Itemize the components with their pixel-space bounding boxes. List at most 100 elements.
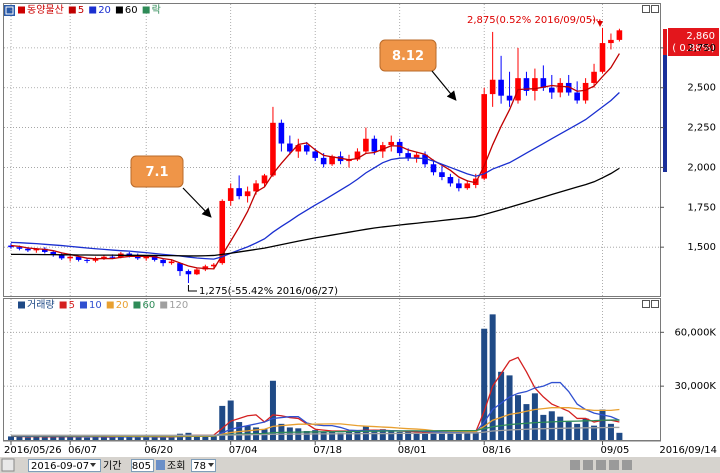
legend-swatch [106,301,114,309]
legend-label: 5 [78,5,84,16]
low-annotation-line [187,285,197,292]
candle-body [608,39,614,44]
callout-label: 8.12 [392,49,424,64]
volume-bar [41,437,48,440]
candle-body [413,154,420,158]
volume-bar [75,437,82,440]
candle-body [582,82,589,101]
candle-body [168,261,175,264]
candle-body [540,78,547,88]
volume-bar [151,437,158,440]
legend-label: 10 [89,300,102,311]
range-bar-up [663,29,667,55]
legend-label: 20 [98,5,111,16]
window-button[interactable] [651,5,659,13]
volume-bar [100,436,107,440]
candle-body [532,78,538,91]
candle-body [422,154,428,165]
candle-body [75,256,82,260]
volume-bar [498,371,505,440]
candle-body [371,138,378,152]
volume-bar [312,430,319,440]
volume-bar [582,418,589,440]
candle-body [194,269,200,275]
volume-bar [379,429,386,440]
x-tick-label: 08/01 [398,445,427,456]
volume-bar [371,430,378,440]
volume-bar [193,435,200,440]
x-tick-label: 06/07 [68,445,97,456]
chart-icon[interactable] [4,5,15,16]
candle-body [101,256,107,259]
volume-bar [117,435,124,440]
candle-body [498,79,504,96]
candle-body [616,30,623,40]
volume-bar [210,436,217,440]
candle-body [25,248,31,251]
window-button[interactable] [642,5,650,13]
window-button[interactable] [651,300,659,308]
candle-body [58,255,65,259]
window-button[interactable] [642,300,650,308]
candle-body [557,82,564,93]
legend-label: 20 [116,300,129,311]
volume-bar [109,437,116,440]
toolbar-button[interactable] [609,460,619,470]
ma-line [10,92,620,260]
volume-bar [160,436,167,440]
query-icon[interactable] [156,460,165,470]
volume-bar [616,432,623,440]
volume-bar [574,423,581,440]
period-input[interactable] [131,459,154,472]
legend-swatch [18,301,25,309]
volume-bar [455,433,462,440]
end-date-label: 2016/09/14 [659,445,717,456]
legend-swatch [133,301,141,309]
candle-body [211,264,217,267]
toolbar-button[interactable] [570,460,580,470]
volume-bar [481,328,488,440]
ma-line [11,167,620,257]
candle-body [506,95,513,101]
volume-bar [227,400,234,440]
candle-body [295,145,302,152]
candle-body [523,78,530,91]
count-input[interactable] [191,459,216,472]
volume-bar [591,425,598,440]
toolbar-button[interactable] [583,460,593,470]
candle-body [456,183,462,189]
window-buttons [642,5,659,308]
candle-body [574,92,580,101]
callout-box [379,39,437,72]
toolbar-icon[interactable] [1,458,15,472]
candle-body [33,248,40,251]
legend-swatch [89,6,97,14]
volume-bar [489,314,496,440]
volume-bar [540,414,547,440]
toolbar-button[interactable] [596,460,606,470]
ma-line [10,53,620,270]
x-tick-label: 07/18 [313,445,342,456]
volume-bar [143,436,150,440]
candle-body [354,151,361,160]
candle-body [565,82,572,93]
x-tick-label: 2016/05/26 [4,445,62,456]
candle-body [396,141,403,154]
toolbar-button[interactable] [622,460,632,470]
volume-bar [33,436,40,440]
candle-body [8,245,14,248]
candle-body [549,87,555,93]
volume-bar [134,437,141,440]
callout-arrow [182,187,212,218]
y-tick-label: 1,750 [687,202,716,213]
volume-bar [24,437,31,440]
candle-body [405,153,411,158]
high-annotation-arrow [590,19,603,27]
candle-body [303,145,310,152]
volume-bar [472,431,479,440]
date-select[interactable] [28,459,101,472]
legend-label: 60 [142,300,155,311]
volume-bar [244,425,251,440]
toolbar [0,457,720,473]
